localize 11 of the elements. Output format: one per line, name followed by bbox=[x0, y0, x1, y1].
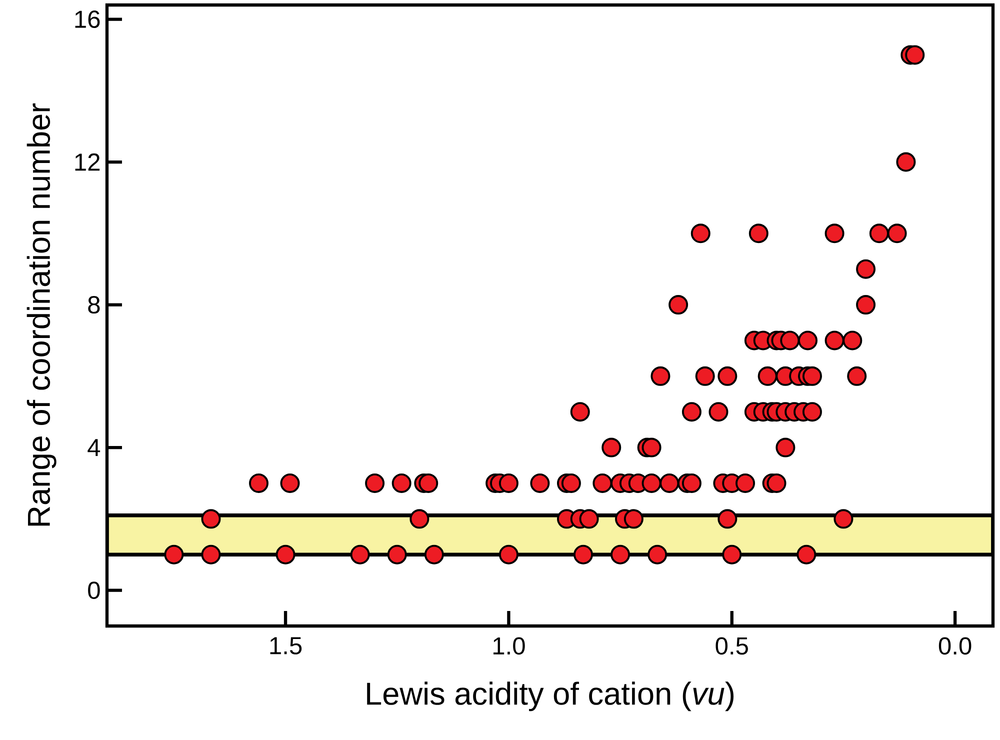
x-tick-label: 1.0 bbox=[493, 637, 525, 655]
x-tick-label: 0.0 bbox=[938, 637, 972, 655]
y-tick-label: 12 bbox=[75, 153, 100, 171]
y-tick-label: 4 bbox=[88, 439, 100, 456]
x-axis-title: Lewis acidity of cation (vu) bbox=[367, 682, 734, 712]
y-tick-label: 8 bbox=[88, 296, 100, 314]
x-tick-label: 1.5 bbox=[270, 637, 302, 654]
y-axis-title: Range of coordination number bbox=[26, 103, 56, 526]
y-tick-label: 16 bbox=[75, 10, 100, 28]
x-tick-label: 0.5 bbox=[716, 637, 748, 655]
y-tick-label: 0 bbox=[88, 582, 100, 600]
